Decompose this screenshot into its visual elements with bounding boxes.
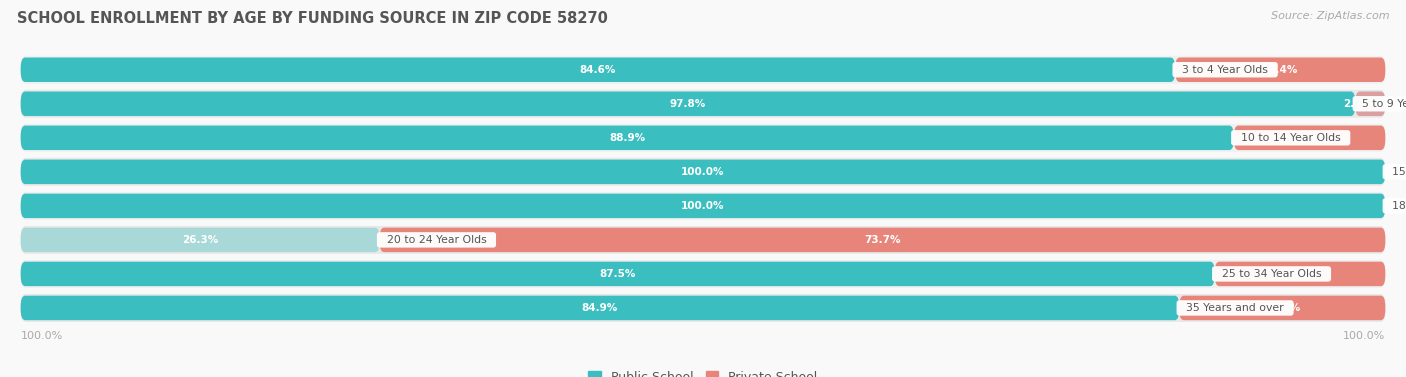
- FancyBboxPatch shape: [1175, 57, 1385, 82]
- FancyBboxPatch shape: [21, 56, 1385, 84]
- Text: 100.0%: 100.0%: [682, 201, 724, 211]
- FancyBboxPatch shape: [21, 226, 1385, 254]
- Text: 11.1%: 11.1%: [1292, 133, 1327, 143]
- Text: 5 to 9 Year Old: 5 to 9 Year Old: [1355, 99, 1406, 109]
- Text: Source: ZipAtlas.com: Source: ZipAtlas.com: [1271, 11, 1389, 21]
- Text: 100.0%: 100.0%: [21, 331, 63, 341]
- Text: 26.3%: 26.3%: [181, 235, 218, 245]
- FancyBboxPatch shape: [21, 158, 1385, 186]
- Text: 25 to 34 Year Olds: 25 to 34 Year Olds: [1215, 269, 1329, 279]
- Text: 84.6%: 84.6%: [579, 65, 616, 75]
- Text: 3 to 4 Year Olds: 3 to 4 Year Olds: [1175, 65, 1275, 75]
- FancyBboxPatch shape: [21, 194, 1385, 218]
- FancyBboxPatch shape: [21, 262, 1215, 286]
- FancyBboxPatch shape: [21, 192, 1385, 220]
- Text: 97.8%: 97.8%: [669, 99, 706, 109]
- Text: 10 to 14 Year Olds: 10 to 14 Year Olds: [1234, 133, 1347, 143]
- FancyBboxPatch shape: [21, 92, 1355, 116]
- FancyBboxPatch shape: [1355, 92, 1385, 116]
- Text: 15.2%: 15.2%: [1265, 303, 1301, 313]
- FancyBboxPatch shape: [21, 126, 1234, 150]
- Text: 87.5%: 87.5%: [599, 269, 636, 279]
- FancyBboxPatch shape: [21, 159, 1385, 184]
- Text: 73.7%: 73.7%: [865, 235, 901, 245]
- Text: 100.0%: 100.0%: [1343, 331, 1385, 341]
- Legend: Public School, Private School: Public School, Private School: [583, 366, 823, 377]
- Text: SCHOOL ENROLLMENT BY AGE BY FUNDING SOURCE IN ZIP CODE 58270: SCHOOL ENROLLMENT BY AGE BY FUNDING SOUR…: [17, 11, 607, 26]
- Text: 12.5%: 12.5%: [1282, 269, 1319, 279]
- Text: 84.9%: 84.9%: [582, 303, 619, 313]
- Text: 88.9%: 88.9%: [609, 133, 645, 143]
- FancyBboxPatch shape: [380, 228, 1385, 252]
- Text: 2.2%: 2.2%: [1344, 99, 1372, 109]
- FancyBboxPatch shape: [21, 90, 1385, 118]
- Text: 15 to 17 Year Olds: 15 to 17 Year Olds: [1385, 167, 1406, 177]
- FancyBboxPatch shape: [21, 294, 1385, 322]
- FancyBboxPatch shape: [21, 260, 1385, 288]
- FancyBboxPatch shape: [21, 228, 380, 252]
- Text: 18 to 19 Year Olds: 18 to 19 Year Olds: [1385, 201, 1406, 211]
- Text: 15.4%: 15.4%: [1263, 65, 1298, 75]
- Text: 20 to 24 Year Olds: 20 to 24 Year Olds: [380, 235, 494, 245]
- FancyBboxPatch shape: [1215, 262, 1385, 286]
- FancyBboxPatch shape: [1180, 296, 1385, 320]
- Text: 100.0%: 100.0%: [682, 167, 724, 177]
- FancyBboxPatch shape: [21, 124, 1385, 152]
- Text: 35 Years and over: 35 Years and over: [1180, 303, 1291, 313]
- FancyBboxPatch shape: [1234, 126, 1385, 150]
- FancyBboxPatch shape: [21, 57, 1175, 82]
- FancyBboxPatch shape: [21, 296, 1180, 320]
